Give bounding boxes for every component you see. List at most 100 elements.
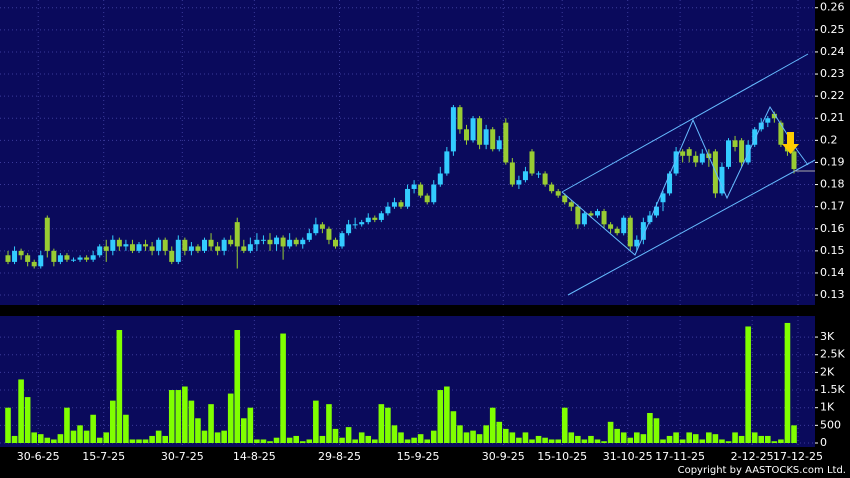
volume-bar — [234, 330, 241, 443]
candle-body — [470, 118, 476, 141]
y-tick-label: 0.23 — [820, 67, 845, 80]
candle-body — [752, 129, 758, 145]
candle-body — [634, 239, 640, 247]
x-tick-label: 17-12-25 — [773, 450, 823, 463]
volume-bar — [332, 428, 339, 443]
candle-body — [372, 217, 378, 220]
volume-bar — [568, 432, 575, 443]
candle-body — [241, 246, 247, 251]
candle-body — [595, 211, 600, 216]
y-tick-label: 1.5K — [820, 383, 845, 396]
candle-body — [44, 217, 50, 251]
candle-body — [601, 211, 607, 225]
y-tick-label: 0.25 — [820, 23, 845, 36]
volume-bar — [575, 435, 581, 443]
candle-body — [333, 239, 338, 247]
volume-bar — [692, 434, 699, 443]
candle-body — [234, 222, 240, 247]
volume-bar — [201, 430, 208, 443]
volume-bar — [221, 430, 227, 443]
volume-bar — [679, 439, 686, 443]
candle-body — [568, 202, 574, 207]
candle-body — [25, 255, 31, 262]
candle-body — [791, 151, 797, 170]
candle-body — [536, 173, 542, 175]
volume-bar — [195, 418, 201, 443]
x-tick-label: 30-9-25 — [482, 450, 525, 463]
volume-bar — [483, 425, 489, 443]
volume-bar — [509, 432, 516, 443]
candle-body — [418, 184, 424, 196]
volume-bar — [260, 439, 267, 443]
candle-body — [123, 244, 129, 247]
volume-bar — [149, 435, 155, 443]
candle-body — [398, 202, 404, 207]
volume-bar — [83, 430, 90, 443]
volume-bar — [778, 439, 784, 443]
candle-body — [621, 217, 627, 234]
candle-body — [424, 195, 430, 203]
candle-body — [686, 149, 692, 156]
candle-body — [667, 173, 673, 194]
candle-body — [457, 107, 463, 130]
volume-bar — [247, 407, 254, 443]
candle-body — [326, 228, 332, 240]
y-tick-label: 1K — [820, 401, 835, 414]
y-tick-label: 0 — [820, 436, 827, 449]
candle-body — [431, 184, 437, 203]
y-tick-label: 2.5K — [820, 348, 845, 361]
candle-body — [18, 250, 24, 256]
volume-bar — [345, 427, 352, 443]
volume-bar — [653, 418, 660, 443]
candle-body — [739, 140, 745, 163]
volume-bar — [771, 441, 778, 443]
candle-body — [57, 255, 63, 262]
y-tick-label: 0.13 — [820, 288, 845, 301]
volume-bar — [555, 439, 561, 443]
candle-body — [149, 246, 155, 251]
volume-bar — [463, 432, 470, 443]
volume-bar — [77, 425, 83, 443]
x-tick-label: 30-6-25 — [17, 450, 60, 463]
volume-bar — [241, 418, 247, 443]
candle-body — [110, 239, 116, 251]
candle-body — [765, 118, 771, 123]
candle-body — [116, 239, 122, 247]
candle-body — [97, 246, 103, 256]
volume-bar — [267, 441, 273, 443]
volume-bar — [90, 414, 96, 443]
volume-bar — [437, 390, 444, 443]
price-panel — [0, 0, 815, 305]
volume-bar — [365, 435, 372, 443]
volume-bar — [588, 435, 594, 443]
candle-body — [549, 184, 555, 192]
volume-bar — [424, 439, 430, 443]
volume-bar — [162, 435, 168, 443]
candle-body — [660, 193, 666, 203]
channel-upper — [561, 53, 809, 193]
candle-body — [693, 155, 699, 163]
candle-body — [477, 118, 483, 145]
y-tick-label: 0.15 — [820, 244, 845, 257]
signal-arrow — [782, 132, 799, 154]
candle-body — [38, 255, 44, 267]
candle-body — [136, 244, 142, 251]
volume-bar — [457, 425, 463, 443]
candle-body — [247, 244, 253, 251]
candle-body — [614, 228, 620, 234]
candle-body — [640, 222, 646, 240]
candle-body — [51, 250, 57, 262]
volume-bar — [765, 435, 771, 443]
candle-body — [346, 224, 352, 234]
volume-bar — [96, 437, 103, 443]
volume-bar — [476, 434, 483, 443]
volume-bar — [444, 386, 450, 443]
candle-body — [293, 239, 299, 245]
volume-bar — [313, 400, 319, 443]
candle-body — [562, 195, 568, 203]
volume-bar — [129, 439, 136, 443]
volume-bar — [398, 432, 404, 443]
volume-bar — [227, 393, 234, 443]
